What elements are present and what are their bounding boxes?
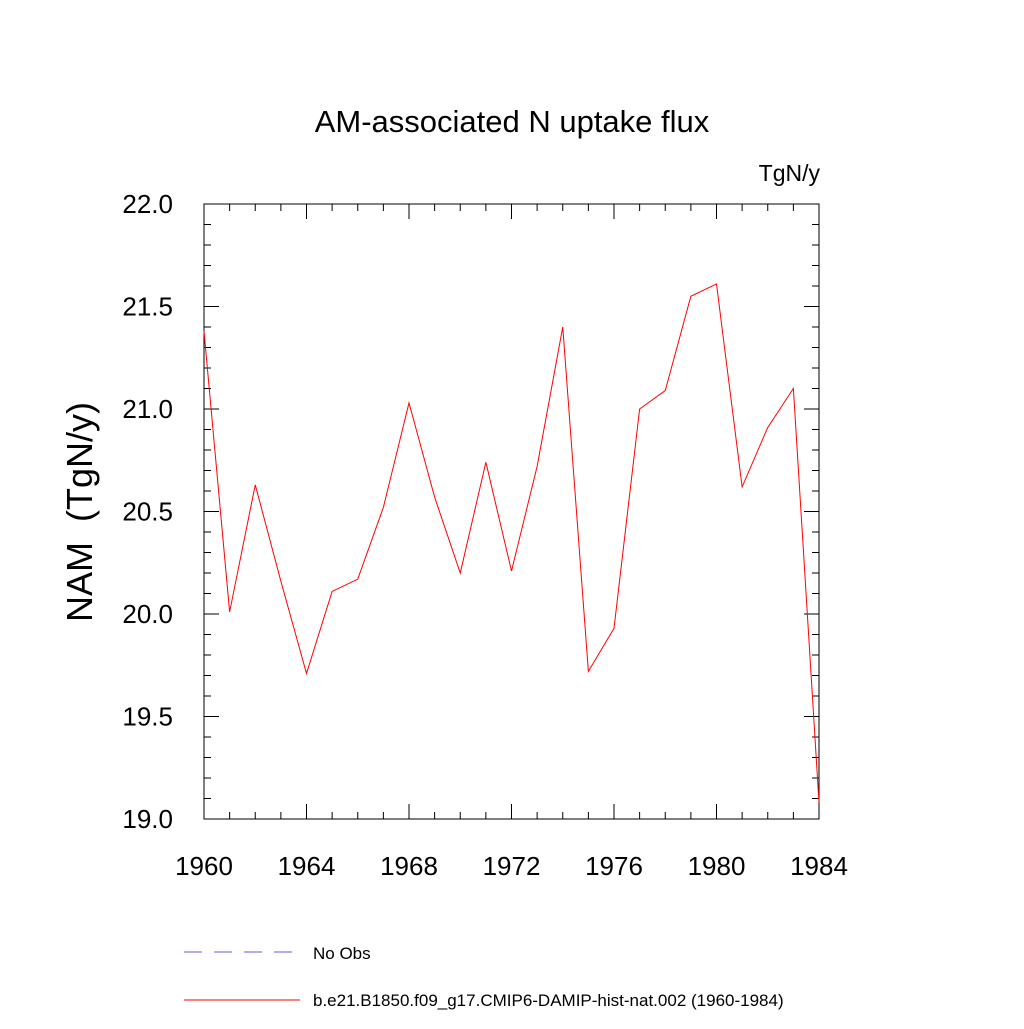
series-layer bbox=[203, 283, 820, 803]
y-axis-label: NAM (TgN/y) bbox=[59, 402, 100, 622]
y-tick-label: 19.0 bbox=[122, 804, 173, 834]
x-tick-label: 1960 bbox=[175, 851, 233, 881]
plot-frame bbox=[203, 203, 820, 820]
legend: No Obs b.e21.B1850.f09_g17.CMIP6-DAMIP-h… bbox=[184, 944, 784, 1010]
y-tick-label: 19.5 bbox=[122, 702, 173, 732]
x-tick-label: 1968 bbox=[380, 851, 438, 881]
x-tick-label: 1972 bbox=[483, 851, 541, 881]
x-tick-label: 1980 bbox=[688, 851, 746, 881]
y-tick-label: 20.5 bbox=[122, 497, 173, 527]
legend-label-no-obs: No Obs bbox=[313, 944, 371, 963]
axis-ticks bbox=[203, 203, 820, 820]
y-tick-label: 21.5 bbox=[122, 292, 173, 322]
units-label: TgN/y bbox=[759, 160, 821, 186]
series-line bbox=[203, 283, 820, 803]
y-tick-label: 21.0 bbox=[122, 394, 173, 424]
legend-label-model-run: b.e21.B1850.f09_g17.CMIP6-DAMIP-hist-nat… bbox=[313, 991, 784, 1010]
y-tick-label: 20.0 bbox=[122, 599, 173, 629]
x-tick-label: 1976 bbox=[585, 851, 643, 881]
x-tick-label: 1984 bbox=[790, 851, 848, 881]
y-tick-label: 22.0 bbox=[122, 189, 173, 219]
x-tick-label: 1964 bbox=[278, 851, 336, 881]
chart-title: AM-associated N uptake flux bbox=[315, 104, 710, 139]
axis-tick-labels: 1960 1964 1968 1972 1976 1980 1984 19.0 19.5 20.0… bbox=[122, 189, 848, 881]
